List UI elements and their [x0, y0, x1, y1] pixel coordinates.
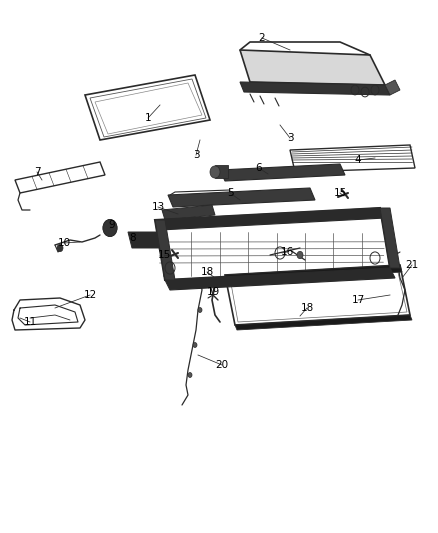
Text: 7: 7 — [34, 167, 40, 177]
Polygon shape — [240, 50, 385, 85]
Text: 6: 6 — [256, 163, 262, 173]
Circle shape — [57, 244, 63, 252]
Polygon shape — [155, 220, 175, 280]
Text: 19: 19 — [206, 287, 219, 297]
Polygon shape — [225, 265, 402, 282]
Text: 12: 12 — [83, 290, 97, 300]
Text: 5: 5 — [227, 188, 233, 198]
Text: 17: 17 — [351, 295, 364, 305]
Circle shape — [103, 220, 117, 237]
Text: 21: 21 — [406, 260, 419, 270]
Polygon shape — [165, 268, 395, 290]
Text: 2: 2 — [259, 33, 265, 43]
Circle shape — [210, 166, 220, 178]
Polygon shape — [380, 208, 400, 268]
Text: 1: 1 — [145, 113, 151, 123]
Polygon shape — [240, 82, 390, 95]
Polygon shape — [385, 80, 400, 95]
Polygon shape — [155, 208, 385, 230]
Circle shape — [193, 343, 197, 348]
Polygon shape — [168, 188, 315, 207]
Circle shape — [198, 308, 202, 312]
Text: 9: 9 — [109, 220, 115, 230]
Text: 20: 20 — [215, 360, 229, 370]
Polygon shape — [162, 205, 215, 220]
Circle shape — [188, 373, 192, 377]
Text: 10: 10 — [57, 238, 71, 248]
Text: 16: 16 — [280, 247, 293, 257]
Circle shape — [297, 252, 303, 259]
Text: 15: 15 — [157, 250, 171, 260]
Polygon shape — [215, 165, 228, 178]
Text: 18: 18 — [200, 267, 214, 277]
Polygon shape — [220, 164, 345, 181]
Text: 3: 3 — [287, 133, 293, 143]
Text: 18: 18 — [300, 303, 314, 313]
Text: 13: 13 — [152, 202, 165, 212]
Text: 8: 8 — [130, 233, 136, 243]
Text: 11: 11 — [23, 317, 37, 327]
Text: 4: 4 — [355, 155, 361, 165]
Text: 15: 15 — [333, 188, 346, 198]
Polygon shape — [128, 232, 162, 248]
Polygon shape — [235, 315, 412, 330]
Text: 3: 3 — [193, 150, 199, 160]
